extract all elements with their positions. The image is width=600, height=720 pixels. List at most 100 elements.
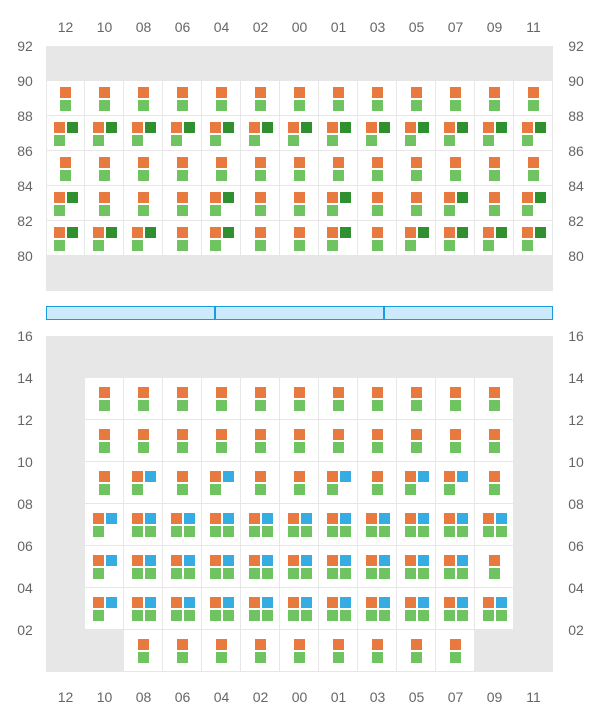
seat-cell[interactable] bbox=[124, 378, 163, 420]
seat-cell[interactable] bbox=[514, 221, 553, 256]
seat-cell[interactable] bbox=[85, 378, 124, 420]
seat-cell[interactable] bbox=[319, 420, 358, 462]
seat-cell[interactable] bbox=[46, 186, 85, 221]
seat-cell[interactable] bbox=[358, 378, 397, 420]
seat-cell[interactable] bbox=[319, 546, 358, 588]
seat-cell[interactable] bbox=[280, 588, 319, 630]
seat-cell[interactable] bbox=[397, 588, 436, 630]
seat-cell[interactable] bbox=[241, 630, 280, 672]
seat-cell[interactable] bbox=[475, 116, 514, 151]
seat-cell[interactable] bbox=[241, 504, 280, 546]
seat-cell[interactable] bbox=[163, 462, 202, 504]
seat-cell[interactable] bbox=[475, 588, 514, 630]
seat-cell[interactable] bbox=[280, 116, 319, 151]
seat-cell[interactable] bbox=[124, 630, 163, 672]
seat-cell[interactable] bbox=[280, 546, 319, 588]
seat-cell[interactable] bbox=[475, 546, 514, 588]
seat-cell[interactable] bbox=[475, 504, 514, 546]
seat-cell[interactable] bbox=[124, 116, 163, 151]
seat-cell[interactable] bbox=[124, 462, 163, 504]
seat-cell[interactable] bbox=[124, 588, 163, 630]
seat-cell[interactable] bbox=[436, 186, 475, 221]
seat-cell[interactable] bbox=[202, 420, 241, 462]
seat-cell[interactable] bbox=[241, 378, 280, 420]
seat-cell[interactable] bbox=[241, 588, 280, 630]
seat-cell[interactable] bbox=[241, 462, 280, 504]
seat-cell[interactable] bbox=[358, 588, 397, 630]
seat-cell[interactable] bbox=[85, 588, 124, 630]
seat-cell[interactable] bbox=[319, 504, 358, 546]
seat-cell[interactable] bbox=[397, 630, 436, 672]
seat-cell[interactable] bbox=[397, 378, 436, 420]
seat-cell[interactable] bbox=[85, 504, 124, 546]
seat-cell[interactable] bbox=[436, 420, 475, 462]
seat-cell[interactable] bbox=[280, 420, 319, 462]
seat-cell[interactable] bbox=[319, 378, 358, 420]
seat-cell[interactable] bbox=[514, 186, 553, 221]
seat-cell[interactable] bbox=[85, 221, 124, 256]
seat-cell[interactable] bbox=[358, 116, 397, 151]
seat-cell[interactable] bbox=[319, 221, 358, 256]
seat-cell[interactable] bbox=[436, 462, 475, 504]
seat-cell[interactable] bbox=[163, 420, 202, 462]
seat-cell[interactable] bbox=[241, 546, 280, 588]
seat-cell[interactable] bbox=[202, 588, 241, 630]
seat-cell[interactable] bbox=[280, 630, 319, 672]
seat-cell[interactable] bbox=[436, 378, 475, 420]
seat-cell[interactable] bbox=[241, 420, 280, 462]
seat-cell[interactable] bbox=[202, 504, 241, 546]
seat-cell[interactable] bbox=[436, 221, 475, 256]
seat-cell[interactable] bbox=[46, 221, 85, 256]
seat-cell[interactable] bbox=[46, 116, 85, 151]
seat-cell[interactable] bbox=[163, 504, 202, 546]
seat-cell[interactable] bbox=[436, 504, 475, 546]
seat-cell[interactable] bbox=[163, 116, 202, 151]
seat-cell[interactable] bbox=[202, 630, 241, 672]
seat-cell[interactable] bbox=[280, 378, 319, 420]
seat-cell[interactable] bbox=[475, 221, 514, 256]
seat-cell[interactable] bbox=[319, 630, 358, 672]
seat-cell[interactable] bbox=[475, 378, 514, 420]
seat-cell[interactable] bbox=[124, 420, 163, 462]
seat-cell[interactable] bbox=[436, 630, 475, 672]
seat-cell[interactable] bbox=[397, 504, 436, 546]
seat-cell[interactable] bbox=[202, 116, 241, 151]
seat-cell[interactable] bbox=[85, 420, 124, 462]
seat-cell[interactable] bbox=[202, 546, 241, 588]
seat-cell[interactable] bbox=[85, 546, 124, 588]
seat-cell[interactable] bbox=[397, 546, 436, 588]
seat-cell[interactable] bbox=[85, 462, 124, 504]
seat-cell[interactable] bbox=[241, 116, 280, 151]
seat-cell[interactable] bbox=[85, 116, 124, 151]
seat-cell[interactable] bbox=[475, 462, 514, 504]
seat-cell[interactable] bbox=[163, 546, 202, 588]
seat-cell[interactable] bbox=[202, 221, 241, 256]
seat-cell[interactable] bbox=[397, 221, 436, 256]
seat-cell[interactable] bbox=[436, 588, 475, 630]
seat-cell[interactable] bbox=[163, 588, 202, 630]
seat-cell[interactable] bbox=[436, 546, 475, 588]
seat-cell[interactable] bbox=[397, 420, 436, 462]
seat-cell[interactable] bbox=[280, 504, 319, 546]
seat-cell[interactable] bbox=[514, 116, 553, 151]
seat-cell[interactable] bbox=[358, 546, 397, 588]
seat-cell[interactable] bbox=[124, 221, 163, 256]
seat-cell[interactable] bbox=[397, 462, 436, 504]
seat-cell[interactable] bbox=[475, 420, 514, 462]
seat-cell[interactable] bbox=[202, 462, 241, 504]
seat-cell[interactable] bbox=[124, 546, 163, 588]
seat-cell[interactable] bbox=[280, 462, 319, 504]
seat-cell[interactable] bbox=[163, 630, 202, 672]
seat-cell[interactable] bbox=[163, 378, 202, 420]
seat-cell[interactable] bbox=[319, 462, 358, 504]
seat-cell[interactable] bbox=[358, 630, 397, 672]
seat-cell[interactable] bbox=[319, 116, 358, 151]
seat-cell[interactable] bbox=[397, 116, 436, 151]
seat-cell[interactable] bbox=[319, 186, 358, 221]
seat-cell[interactable] bbox=[124, 504, 163, 546]
seat-cell[interactable] bbox=[202, 186, 241, 221]
seat-cell[interactable] bbox=[358, 462, 397, 504]
seat-cell[interactable] bbox=[358, 420, 397, 462]
seat-cell[interactable] bbox=[319, 588, 358, 630]
seat-cell[interactable] bbox=[436, 116, 475, 151]
